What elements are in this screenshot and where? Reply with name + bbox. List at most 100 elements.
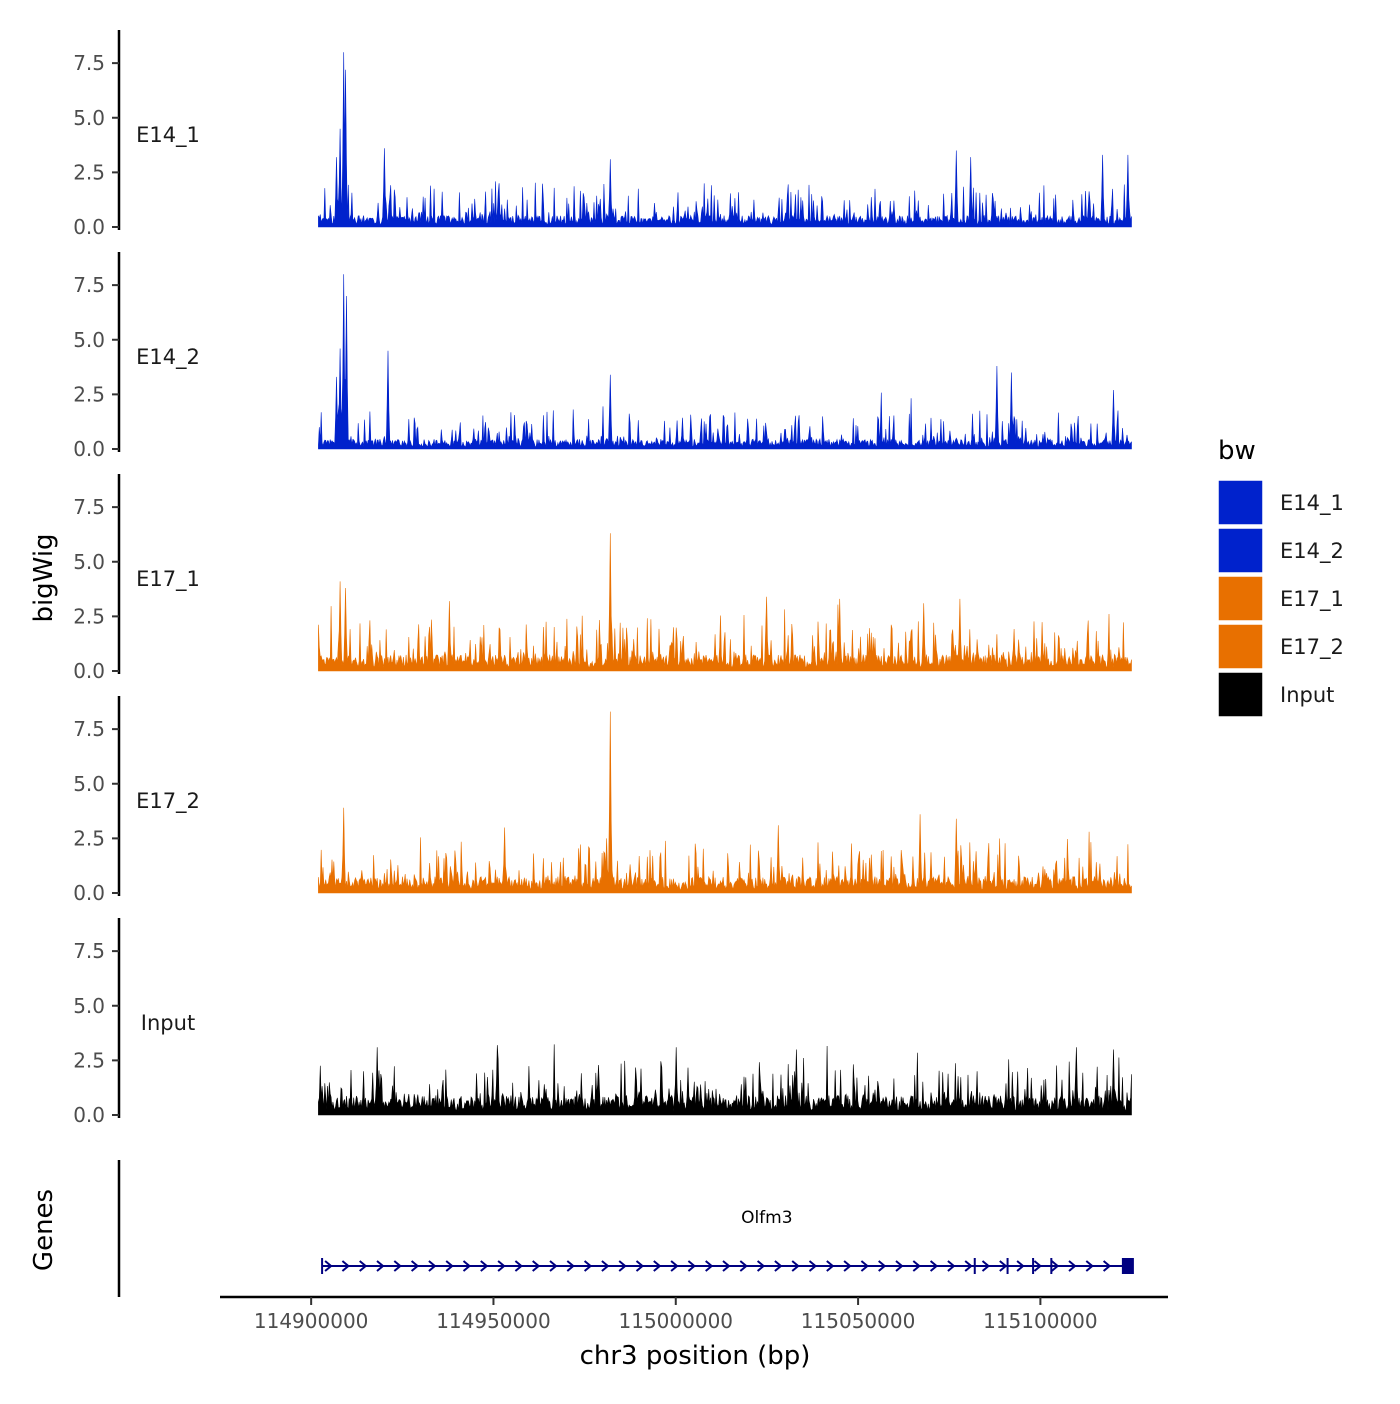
panel-label: Input xyxy=(141,1011,195,1035)
y-tick-label: 0.0 xyxy=(73,881,105,905)
strand-arrow xyxy=(774,1260,783,1272)
track-panel-E14_2: 0.0 2.5 5.0 7.5 E14_2 xyxy=(73,252,1132,461)
strand-arrow xyxy=(929,1260,939,1272)
signal-area-E17_2 xyxy=(318,711,1132,894)
signal-area-E17_1 xyxy=(318,533,1132,672)
signal-area-E14_1 xyxy=(318,52,1132,228)
strand-arrow xyxy=(1068,1260,1077,1272)
track-panels: 0.0 2.5 5.0 7.5 E14_1 0.0 2.5 5.0 7.5 E14_2 0.0 2.5… xyxy=(73,30,1132,1127)
strand-arrow xyxy=(878,1260,887,1272)
genes-track: Olfm3 xyxy=(117,1160,1134,1297)
y-tick-label: 0.0 xyxy=(73,1103,105,1127)
y-tick-label: 7.5 xyxy=(73,495,105,519)
y-tick-label: 5.0 xyxy=(73,994,105,1018)
strand-arrow xyxy=(376,1260,385,1272)
strand-arrow xyxy=(808,1260,818,1272)
strand-arrow xyxy=(705,1260,714,1272)
strand-arrow xyxy=(981,1260,991,1272)
exon xyxy=(1121,1258,1134,1274)
y-tick-label: 5.0 xyxy=(73,772,105,796)
strand-arrow xyxy=(756,1260,766,1272)
signal-area-E14_2 xyxy=(318,274,1132,450)
legend-label: Input xyxy=(1280,683,1334,707)
legend-swatch-E14_2 xyxy=(1217,527,1264,574)
y-tick-label: 5.0 xyxy=(73,550,105,574)
strand-arrow xyxy=(895,1260,904,1272)
strand-arrow xyxy=(583,1260,593,1272)
legend-swatch-Input xyxy=(1217,671,1264,718)
y-axis-title: bigWig xyxy=(29,533,59,622)
strand-arrow xyxy=(1102,1260,1112,1272)
strand-arrow xyxy=(393,1260,402,1272)
exon xyxy=(973,1258,976,1274)
legend-label: E14_2 xyxy=(1280,539,1344,564)
panel-label: E14_2 xyxy=(136,345,200,370)
strand-arrow xyxy=(791,1260,800,1272)
strand-arrow xyxy=(480,1260,489,1272)
strand-arrow xyxy=(1033,1260,1042,1272)
x-tick-label: 114950000 xyxy=(436,1309,551,1333)
strand-arrow xyxy=(1085,1260,1094,1272)
y-tick-label: 0.0 xyxy=(73,215,105,239)
strand-arrow xyxy=(653,1260,662,1272)
strand-arrow xyxy=(514,1260,523,1272)
x-tick-label: 115100000 xyxy=(983,1309,1098,1333)
x-axis: 114900000 114950000 115000000 115050000 1151… xyxy=(220,1295,1168,1333)
strand-arrow xyxy=(601,1260,610,1272)
strand-arrow xyxy=(549,1260,558,1272)
strand-arrow xyxy=(670,1260,679,1272)
strand-arrow xyxy=(410,1260,420,1272)
strand-arrow xyxy=(999,1260,1008,1272)
x-axis-title: chr3 position (bp) xyxy=(580,1341,811,1371)
x-tick-label: 115050000 xyxy=(801,1309,916,1333)
strand-arrow xyxy=(532,1260,541,1272)
y-tick-label: 0.0 xyxy=(73,437,105,461)
strand-arrow xyxy=(428,1260,437,1272)
y-tick-label: 2.5 xyxy=(73,382,105,406)
y-tick-label: 2.5 xyxy=(73,160,105,184)
y-tick-label: 5.0 xyxy=(73,328,105,352)
y-tick-label: 2.5 xyxy=(73,604,105,628)
strand-arrow xyxy=(445,1260,454,1272)
panel-label: E17_1 xyxy=(136,567,200,592)
strand-arrow xyxy=(687,1260,696,1272)
strand-arrow xyxy=(497,1260,506,1272)
exon xyxy=(321,1258,324,1274)
strand-arrow xyxy=(1016,1260,1025,1272)
strand-arrow xyxy=(826,1260,835,1272)
strand-arrow xyxy=(341,1260,350,1272)
strand-arrow xyxy=(739,1260,748,1272)
y-tick-label: 0.0 xyxy=(73,659,105,683)
track-panel-E14_1: 0.0 2.5 5.0 7.5 E14_1 xyxy=(73,30,1132,239)
strand-arrow xyxy=(635,1260,645,1272)
x-tick-label: 115000000 xyxy=(619,1309,734,1333)
gene-label: Olfm3 xyxy=(741,1208,792,1228)
legend-swatch-E17_2 xyxy=(1217,623,1264,670)
legend-swatch-E14_1 xyxy=(1217,479,1264,526)
legend-swatch-E17_1 xyxy=(1217,575,1264,622)
exon xyxy=(1050,1258,1053,1274)
strand-arrow xyxy=(843,1260,852,1272)
strand-arrow xyxy=(947,1260,956,1272)
strand-arrow xyxy=(722,1260,731,1272)
y-tick-label: 2.5 xyxy=(73,1048,105,1072)
panel-label: E14_1 xyxy=(136,123,200,148)
y-tick-label: 7.5 xyxy=(73,717,105,741)
strand-arrow xyxy=(912,1260,921,1272)
strand-arrow xyxy=(566,1260,575,1272)
x-tick-label: 114900000 xyxy=(254,1309,369,1333)
y-tick-label: 2.5 xyxy=(73,826,105,850)
signal-area-Input xyxy=(318,1044,1132,1116)
y-tick-label: 7.5 xyxy=(73,51,105,75)
track-panel-E17_2: 0.0 2.5 5.0 7.5 E17_2 xyxy=(73,696,1132,905)
legend: bw E14_1 E14_2 E17_1 E17_2 Input xyxy=(1217,436,1344,718)
strand-arrow xyxy=(964,1260,973,1272)
y-tick-label: 7.5 xyxy=(73,939,105,963)
strand-arrow xyxy=(359,1260,368,1272)
track-panel-Input: 0.0 2.5 5.0 7.5 Input xyxy=(73,918,1132,1127)
y-tick-label: 7.5 xyxy=(73,273,105,297)
strand-arrow xyxy=(324,1260,333,1272)
exon xyxy=(1006,1258,1009,1274)
